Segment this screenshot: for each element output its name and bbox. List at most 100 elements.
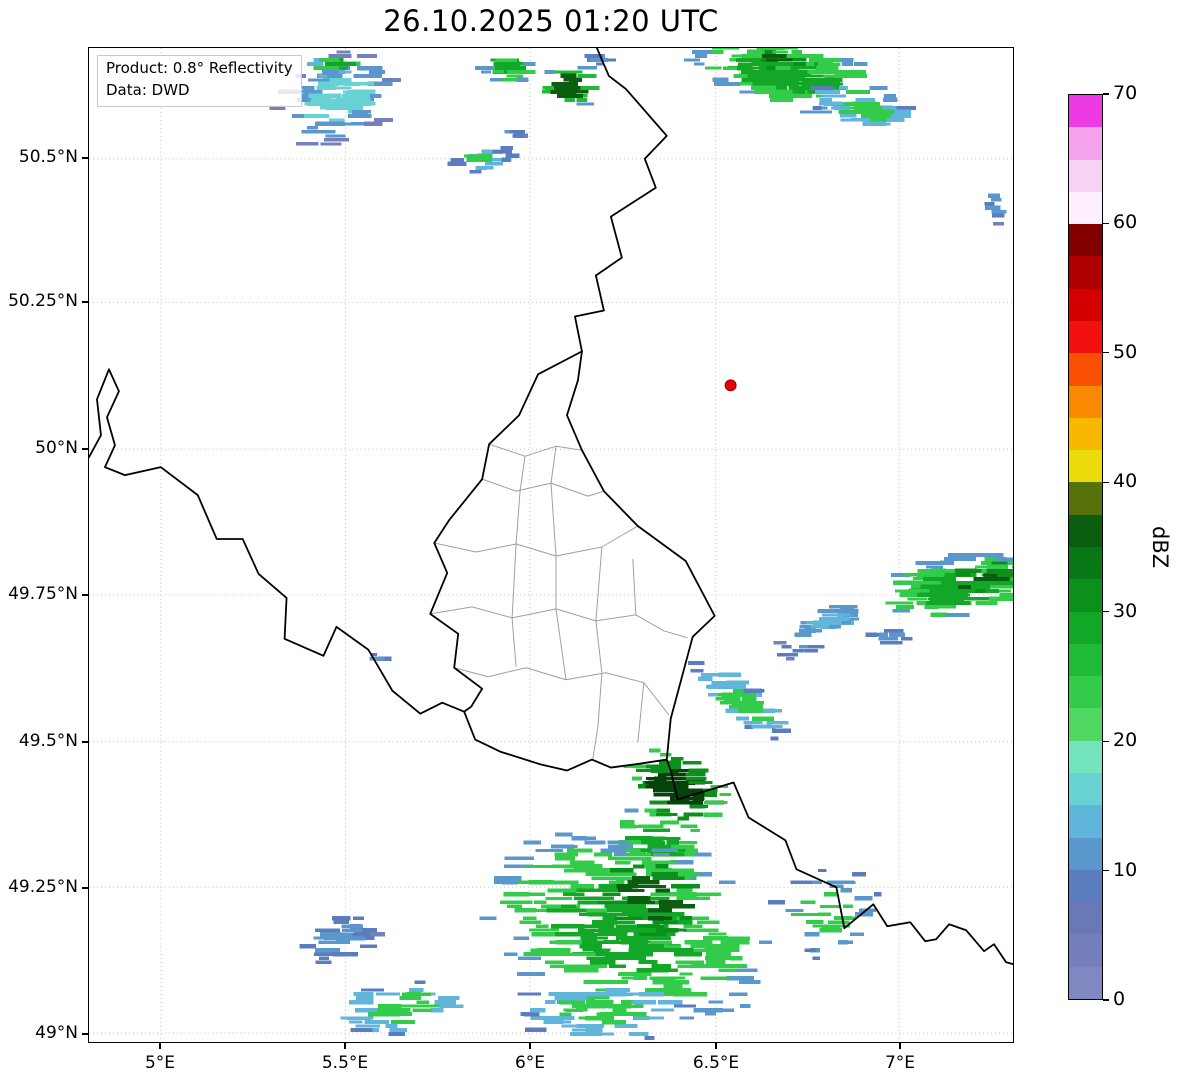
colorbar-tick-mark [1103,999,1109,1001]
map-canvas [89,48,1013,1042]
echo-e-band-w1 [794,604,860,638]
map-plot-area: Product: 0.8° Reflectivity Data: DWD [88,47,1014,1043]
colorbar [1068,94,1103,1000]
x-tick-label: 6.5°E [692,1053,740,1073]
colorbar-band [1069,288,1102,321]
echo-e-edge-bit [984,193,1007,226]
echo-n-shower-4 [447,145,520,174]
x-tick-mark [159,1043,161,1049]
colorbar-band [1069,901,1102,935]
data-source-line: Data: DWD [106,80,190,99]
echo-ne-band-core [752,49,815,71]
echo-se-bits [767,868,882,960]
x-tick-label: 5°E [144,1053,176,1073]
y-tick-label: 50.25°N [8,291,78,311]
echo-e-band-w3 [865,628,913,645]
colorbar-tick-mark [1103,352,1109,354]
colorbar-band [1069,482,1102,515]
echo-sw-streaks [299,916,386,964]
echo-s-system-tail [517,988,696,1041]
y-tick-mark [82,594,88,596]
echo-s-system-core [586,852,720,948]
y-tick-mark [82,157,88,159]
echo-s-system-knot [623,748,732,833]
plot-title: 26.10.2025 01:20 UTC [383,4,719,38]
y-tick-label: 49°N [35,1023,78,1043]
country-borders [89,48,1013,966]
echo-nw-shower [269,50,402,146]
colorbar-tick-label: 70 [1113,82,1138,104]
y-tick-mark [82,1033,88,1035]
colorbar-band [1069,966,1102,999]
colorbar-tick-label: 20 [1113,729,1138,752]
x-tick-mark [715,1043,717,1049]
colorbar-band [1069,223,1102,257]
y-tick-mark [82,887,88,889]
colorbar-axis-label-text: dBZ [1148,525,1172,569]
y-tick-mark [82,448,88,450]
colorbar-tick-label: 30 [1113,599,1138,622]
echo-n-shower-1 [474,58,536,83]
colorbar-band [1069,643,1102,677]
border-belgium-france [89,368,466,715]
echo-e-band-core [948,560,1013,594]
colorbar-tick-mark [1103,740,1109,742]
colorbar-tick-mark [1103,481,1109,483]
district-borders [430,443,688,759]
radar-echo-layer [269,48,1013,1041]
x-tick-label: 6°E [514,1053,546,1073]
colorbar-band [1069,546,1102,580]
x-tick-label: 7°E [884,1053,916,1073]
colorbar-band [1069,708,1102,741]
colorbar-band [1069,675,1102,709]
colorbar-band [1069,449,1102,483]
colorbar-band [1069,934,1102,967]
colorbar-band [1069,159,1102,192]
colorbar-band [1069,385,1102,418]
colorbar-band [1069,837,1102,870]
colorbar-band [1069,805,1102,838]
colorbar-band [1069,869,1102,903]
y-tick-mark [82,301,88,303]
product-info-box: Product: 0.8° Reflectivity Data: DWD [97,55,302,107]
echo-e-band-w2 [773,641,825,661]
echo-n-shower-2 [542,66,600,106]
echo-s-streaks [340,980,464,1036]
colorbar-tick-mark [1103,93,1109,95]
border-luxembourg [429,350,716,772]
colorbar-tick-label: 60 [1113,211,1138,234]
colorbar-band [1069,611,1102,644]
colorbar-band [1069,95,1102,128]
colorbar-band [1069,417,1102,451]
x-tick-mark [344,1043,346,1049]
colorbar-band [1069,772,1102,806]
colorbar-band [1069,514,1102,547]
colorbar-tick-mark [1103,222,1109,225]
colorbar-band [1069,127,1102,160]
echo-w-dash [369,652,392,661]
echo-nw-shower-core [307,57,361,78]
colorbar-tick-label: 40 [1113,470,1138,493]
y-tick-label: 50.5°N [18,147,78,167]
colorbar-band [1069,579,1102,612]
colorbar-band [1069,320,1102,354]
colorbar-band [1069,740,1102,773]
echo-n-shower-5 [504,130,529,139]
echo-s-system-arm [687,660,792,741]
y-tick-label: 49.25°N [8,877,78,897]
colorbar-tick-label: 10 [1113,858,1138,881]
colorbar-tick-label: 50 [1113,340,1138,363]
x-tick-label: 5.5°E [321,1053,369,1073]
colorbar-band [1069,353,1102,386]
y-tick-label: 49.5°N [18,731,78,751]
border-belgium-germany [574,48,668,353]
x-tick-mark [899,1043,901,1049]
y-tick-mark [82,741,88,743]
echo-ne-band-s [810,86,917,127]
colorbar-tick-label: 0 [1113,988,1126,1010]
colorbar-tick-mark [1103,611,1109,613]
radar-site-marker [724,379,737,392]
y-tick-label: 49.75°N [8,584,78,604]
y-tick-label: 50°N [35,438,78,458]
